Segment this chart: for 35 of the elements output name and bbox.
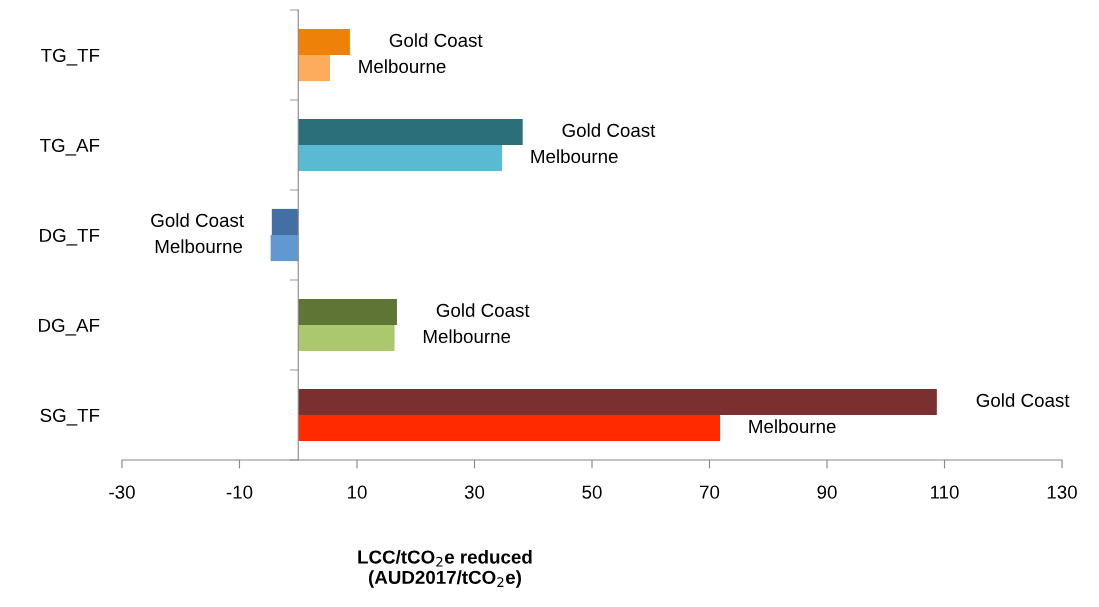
text: Melbourne <box>359 59 446 74</box>
x-tick-label: -30 <box>109 485 135 499</box>
y-tick-label: DG_TF <box>40 228 100 246</box>
text: Melbourne <box>749 419 836 434</box>
y-tick-label: TG_AF <box>40 138 100 156</box>
series-label: Melbourne <box>155 239 243 254</box>
bar <box>298 388 937 415</box>
bar <box>298 118 523 145</box>
x-tick-label: 70 <box>700 485 720 499</box>
text: Melbourne <box>531 149 618 164</box>
x-tick-label: 10 <box>348 485 367 499</box>
bar <box>298 298 397 325</box>
bar <box>298 415 721 442</box>
text: Gold Coast <box>389 33 483 47</box>
x-axis-title: LCC/tCO$_{2}$e reduced (AUD2017/tCO$_{2}$e) <box>358 549 532 588</box>
x-tick-label: 30 <box>464 485 485 499</box>
bar <box>298 55 330 82</box>
text: Gold Coast <box>976 393 1070 407</box>
x-tick-label: -10 <box>226 485 253 499</box>
x-tick-label: 130 <box>1047 485 1077 499</box>
bar <box>298 325 395 352</box>
bar <box>298 145 503 172</box>
y-tick-label: DG_AF <box>39 318 100 336</box>
x-tick-label: 110 <box>930 485 959 499</box>
text: Gold Coast <box>562 123 656 137</box>
bar <box>270 235 299 262</box>
text: Melbourne <box>423 329 511 344</box>
x-tick-label: 50 <box>582 485 602 499</box>
x-tick-label: 90 <box>817 485 837 499</box>
series-label: Gold Coast <box>151 213 244 227</box>
bar <box>298 28 350 55</box>
bar <box>271 208 299 235</box>
y-tick-label: TG_TF <box>41 48 100 66</box>
y-tick-label: SG_TF <box>40 408 100 426</box>
text: Gold Coast <box>436 303 530 317</box>
